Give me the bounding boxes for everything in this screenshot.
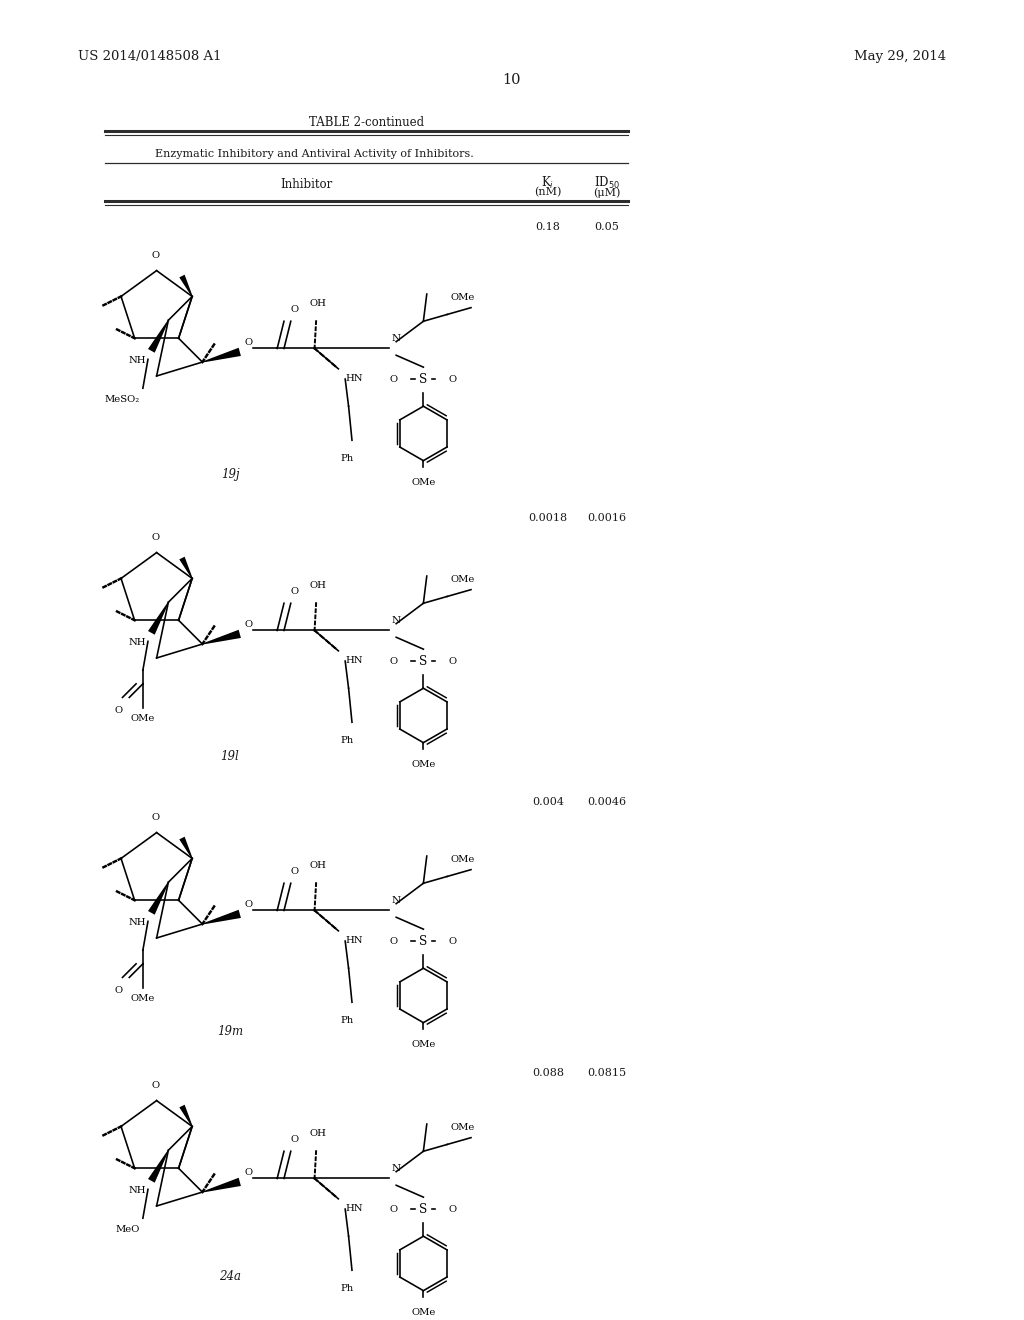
Text: 19j: 19j <box>221 469 240 480</box>
Text: O: O <box>245 900 253 908</box>
Polygon shape <box>179 837 193 859</box>
Text: 0.088: 0.088 <box>532 1068 564 1078</box>
Text: HN: HN <box>345 656 362 665</box>
Text: ID$_{50}$: ID$_{50}$ <box>594 176 620 191</box>
Text: 0.0018: 0.0018 <box>528 513 567 523</box>
Text: O: O <box>152 813 160 822</box>
Text: OMe: OMe <box>412 1308 435 1316</box>
Text: May 29, 2014: May 29, 2014 <box>854 50 946 63</box>
Polygon shape <box>203 630 241 644</box>
Text: 19m: 19m <box>217 1026 243 1038</box>
Text: O: O <box>291 1135 299 1144</box>
Text: Ph: Ph <box>340 1284 353 1292</box>
Text: O: O <box>449 937 457 945</box>
Text: OH: OH <box>309 861 327 870</box>
Polygon shape <box>148 602 169 635</box>
Text: 0.18: 0.18 <box>536 222 560 232</box>
Text: OMe: OMe <box>412 1040 435 1048</box>
Text: OMe: OMe <box>451 576 475 583</box>
Text: MeO: MeO <box>115 1225 139 1234</box>
Text: O: O <box>245 1168 253 1176</box>
Text: O: O <box>449 375 457 384</box>
Text: OMe: OMe <box>131 994 155 1003</box>
Text: O: O <box>115 706 123 715</box>
Text: OH: OH <box>309 1129 327 1138</box>
Text: O: O <box>291 305 299 314</box>
Text: OMe: OMe <box>412 478 435 487</box>
Text: 0.0815: 0.0815 <box>588 1068 627 1078</box>
Text: O: O <box>291 867 299 876</box>
Text: N: N <box>391 1164 400 1173</box>
Text: NH: NH <box>129 356 146 364</box>
Text: O: O <box>152 251 160 260</box>
Polygon shape <box>203 1177 241 1192</box>
Polygon shape <box>179 1105 193 1127</box>
Text: OH: OH <box>309 298 327 308</box>
Text: O: O <box>152 1081 160 1090</box>
Text: MeSO₂: MeSO₂ <box>104 395 139 404</box>
Text: TABLE 2-continued: TABLE 2-continued <box>309 116 424 129</box>
Text: Ph: Ph <box>340 1016 353 1024</box>
Text: O: O <box>449 1205 457 1213</box>
Polygon shape <box>203 909 241 924</box>
Text: 0.0016: 0.0016 <box>588 513 627 523</box>
Text: O: O <box>390 656 398 665</box>
Polygon shape <box>148 882 169 915</box>
Text: OMe: OMe <box>451 855 475 865</box>
Text: Ph: Ph <box>340 454 353 463</box>
Text: (μM): (μM) <box>593 187 621 198</box>
Text: 24a: 24a <box>219 1270 241 1283</box>
Text: O: O <box>245 338 253 347</box>
Polygon shape <box>179 275 193 297</box>
Polygon shape <box>148 319 169 352</box>
Text: O: O <box>152 533 160 543</box>
Text: O: O <box>390 937 398 945</box>
Text: 0.004: 0.004 <box>532 797 564 807</box>
Polygon shape <box>148 1150 169 1183</box>
Text: NH: NH <box>129 638 146 647</box>
Text: HN: HN <box>345 936 362 945</box>
Text: O: O <box>291 587 299 597</box>
Text: OMe: OMe <box>451 1123 475 1133</box>
Text: 10: 10 <box>503 73 521 87</box>
Text: 19l: 19l <box>220 750 240 763</box>
Text: O: O <box>115 986 123 995</box>
Text: HN: HN <box>345 1204 362 1213</box>
Text: NH: NH <box>129 1185 146 1195</box>
Text: S: S <box>419 935 427 948</box>
Text: OMe: OMe <box>412 759 435 768</box>
Text: O: O <box>245 620 253 628</box>
Text: Inhibitor: Inhibitor <box>281 178 333 191</box>
Text: O: O <box>449 656 457 665</box>
Text: OH: OH <box>309 581 327 590</box>
Text: OMe: OMe <box>131 714 155 723</box>
Text: K$_i$: K$_i$ <box>542 176 555 191</box>
Text: 0.0046: 0.0046 <box>588 797 627 807</box>
Text: Enzymatic Inhibitory and Antiviral Activity of Inhibitors.: Enzymatic Inhibitory and Antiviral Activ… <box>155 149 474 158</box>
Text: N: N <box>391 616 400 626</box>
Text: S: S <box>419 1203 427 1216</box>
Text: OMe: OMe <box>451 293 475 302</box>
Text: 0.05: 0.05 <box>595 222 620 232</box>
Text: NH: NH <box>129 917 146 927</box>
Text: O: O <box>390 1205 398 1213</box>
Polygon shape <box>203 347 241 363</box>
Text: N: N <box>391 896 400 906</box>
Text: S: S <box>419 372 427 385</box>
Text: Ph: Ph <box>340 735 353 744</box>
Text: HN: HN <box>345 374 362 383</box>
Text: O: O <box>390 375 398 384</box>
Text: US 2014/0148508 A1: US 2014/0148508 A1 <box>78 50 221 63</box>
Text: S: S <box>419 655 427 668</box>
Polygon shape <box>179 557 193 578</box>
Text: (nM): (nM) <box>535 187 562 197</box>
Text: N: N <box>391 334 400 343</box>
